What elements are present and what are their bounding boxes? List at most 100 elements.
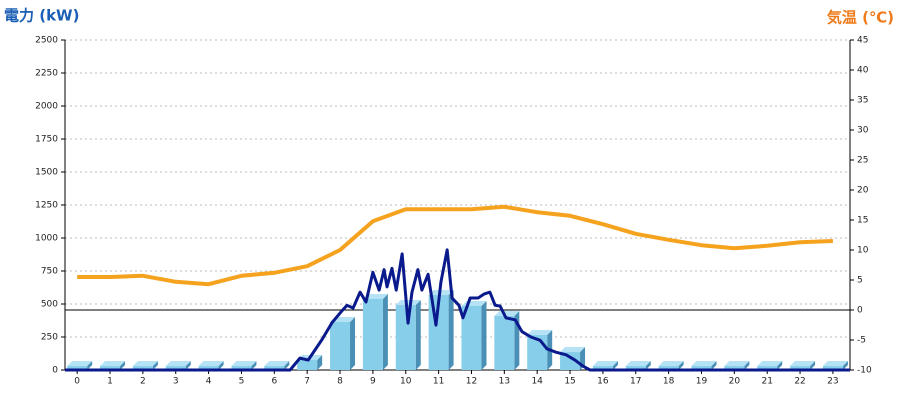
y-tick-label: 2250: [35, 69, 58, 79]
y2-tick-label: 40: [857, 66, 869, 76]
y-tick-label: 2000: [35, 102, 58, 112]
bar: [658, 366, 679, 370]
x-tick-label: 19: [696, 377, 708, 387]
x-tick-label: 7: [304, 377, 310, 387]
y2-tick-label: 30: [857, 126, 869, 136]
x-tick-label: 4: [206, 377, 212, 387]
x-tick-label: 12: [466, 377, 477, 387]
x-tick-label: 15: [564, 377, 575, 387]
y-tick-label: 2500: [35, 36, 58, 46]
y-tick-label: 1000: [35, 234, 58, 244]
bar-side: [350, 316, 356, 370]
x-tick-label: 2: [140, 377, 146, 387]
y2-tick-label: 15: [857, 216, 868, 226]
bar-top: [67, 361, 93, 367]
y2-tick-label: 45: [857, 36, 868, 46]
y2-axis-label: 気温 (℃): [827, 9, 894, 27]
bar: [330, 321, 351, 370]
bar-top: [757, 361, 783, 367]
bar: [264, 366, 285, 370]
bar-top: [165, 361, 191, 367]
x-tick-label: 18: [663, 377, 675, 387]
bar: [231, 366, 252, 370]
bar: [132, 366, 153, 370]
bar-side: [382, 293, 388, 370]
line: [65, 248, 850, 372]
x-tick-label: 8: [337, 377, 343, 387]
bar: [625, 366, 646, 370]
y2-tick-label: 0: [857, 306, 863, 316]
line: [77, 204, 833, 287]
bar-top: [198, 361, 224, 367]
y2-tick-label: 10: [857, 246, 869, 256]
y2-tick-label: -5: [857, 336, 866, 346]
y2-tick-label: 5: [857, 276, 863, 286]
x-tick-label: 11: [433, 377, 444, 387]
bar-side: [645, 361, 651, 370]
bar-side: [481, 300, 487, 370]
x-tick-label: 14: [531, 377, 543, 387]
x-tick-label: 17: [630, 377, 641, 387]
x-tick-label: 20: [729, 377, 741, 387]
bar-top: [494, 311, 520, 317]
y-tick-label: 750: [41, 267, 58, 277]
bar: [461, 305, 482, 370]
bar: [395, 305, 416, 370]
bar-top: [724, 361, 750, 367]
bar: [757, 366, 778, 370]
y-tick-label: 250: [41, 333, 58, 343]
bar-top: [592, 361, 618, 367]
bar-top: [264, 361, 290, 367]
x-tick-label: 0: [74, 377, 80, 387]
bar-top: [100, 361, 126, 367]
bar-top: [132, 361, 158, 367]
bar-side: [744, 361, 750, 370]
x-tick-label: 9: [370, 377, 376, 387]
bar-top: [395, 300, 421, 306]
bar-side: [678, 361, 684, 370]
bar-side: [842, 361, 848, 370]
y2-tick-label: 25: [857, 156, 868, 166]
y2-tick-label: -10: [857, 366, 872, 376]
bar-top: [231, 361, 257, 367]
bar: [362, 298, 383, 370]
bar-top: [527, 330, 553, 336]
bar-side: [120, 361, 126, 370]
x-tick-label: 13: [499, 377, 510, 387]
y2-tick-label: 35: [857, 96, 868, 106]
bar: [822, 366, 843, 370]
bar-side: [810, 361, 816, 370]
bar: [790, 366, 811, 370]
y-tick-label: 500: [41, 300, 58, 310]
bar-side: [448, 290, 454, 370]
y-axis-label: 電力 (kW): [4, 7, 79, 25]
bar: [165, 366, 186, 370]
y-tick-label: 0: [52, 366, 58, 376]
bar-top: [625, 361, 651, 367]
x-tick-label: 3: [173, 377, 179, 387]
y-tick-label: 1750: [35, 135, 58, 145]
bar-side: [317, 354, 323, 370]
bar-side: [284, 361, 290, 370]
x-tick-label: 21: [761, 377, 772, 387]
bar-side: [87, 361, 93, 370]
bar-side: [251, 361, 257, 370]
bar-top: [658, 361, 684, 367]
bar-side: [777, 361, 783, 370]
bar: [100, 366, 121, 370]
y2-tick-label: 20: [857, 186, 869, 196]
bar-top: [790, 361, 816, 367]
bar: [198, 366, 219, 370]
bar: [560, 352, 581, 370]
bar-side: [218, 361, 224, 370]
x-tick-label: 1: [107, 377, 113, 387]
x-tick-label: 22: [794, 377, 805, 387]
bar: [67, 366, 88, 370]
bar-side: [415, 300, 421, 370]
bar: [691, 366, 712, 370]
bar-top: [362, 293, 388, 299]
x-tick-label: 6: [271, 377, 277, 387]
bar: [592, 366, 613, 370]
